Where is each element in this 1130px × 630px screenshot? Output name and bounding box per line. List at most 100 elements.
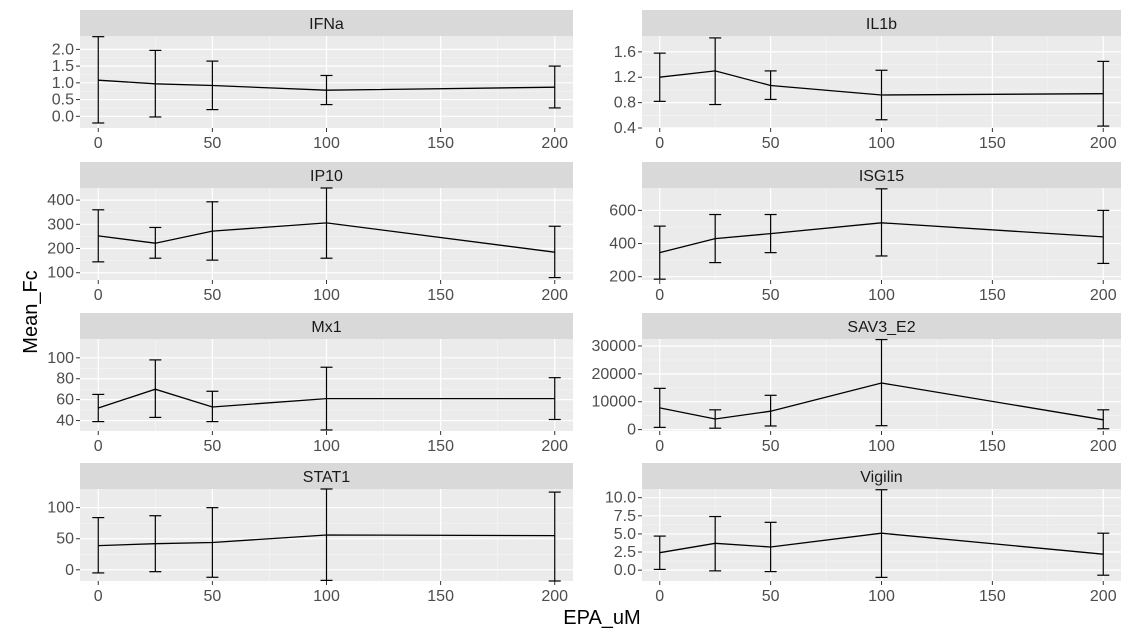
x-tick-label: 50 xyxy=(762,287,780,304)
y-tick-label: 200 xyxy=(609,269,636,286)
facet-strip xyxy=(642,162,1121,188)
y-tick-label: 1.0 xyxy=(52,75,74,92)
y-tick-label: 0 xyxy=(65,562,74,579)
x-tick-label: 50 xyxy=(762,588,780,605)
panel-vigilin: Vigilin 0 50 100 150 200 0.02.55.07.510.0 xyxy=(605,463,1121,605)
panel-stat1: STAT1 0 50 100 150 200 0 50 100 xyxy=(47,463,573,605)
x-tick-label: 200 xyxy=(541,588,568,605)
y-tick-label: 10000 xyxy=(592,394,637,411)
mean-line xyxy=(98,222,555,253)
x-tick-label: 150 xyxy=(979,287,1006,304)
x-tick-label: 150 xyxy=(979,135,1006,152)
error-bar xyxy=(548,491,561,582)
error-bar xyxy=(92,36,105,124)
facet-strip xyxy=(80,162,573,188)
x-tick-label: 50 xyxy=(203,287,221,304)
x-tick-label: 100 xyxy=(868,438,895,455)
x-tick-label: 200 xyxy=(1090,588,1117,605)
x-tick-label: 150 xyxy=(427,287,454,304)
y-tick-label: 400 xyxy=(609,236,636,253)
mean-line xyxy=(98,388,555,409)
x-tick-label: 150 xyxy=(427,588,454,605)
x-tick-label: 50 xyxy=(203,588,221,605)
facet-label: IFNa xyxy=(309,16,344,33)
facet-strip xyxy=(642,10,1121,36)
mean-line xyxy=(98,534,555,547)
y-tick-label: 200 xyxy=(47,241,74,258)
x-tick-label: 100 xyxy=(313,438,340,455)
panel-il1b: IL1b 0 50 100 150 200 0.4 0.8 1.2 1.6 xyxy=(614,10,1121,152)
y-tick-label: 1.2 xyxy=(614,69,636,86)
error-bar xyxy=(548,377,561,421)
x-tick-label: 100 xyxy=(868,588,895,605)
y-tick-label: 1.5 xyxy=(52,58,74,75)
y-tick-label: 100 xyxy=(47,500,74,517)
y-tick-label: 300 xyxy=(47,216,74,233)
x-tick-label: 0 xyxy=(655,135,664,152)
y-tick-label: 0.0 xyxy=(52,108,74,125)
panel-ifna: IFNa 0 50 100 150 200 0.00.51.01.52.0 xyxy=(52,10,573,152)
mean-line xyxy=(659,222,1104,254)
x-tick-label: 200 xyxy=(1090,135,1117,152)
panel-mx1: Mx1 0 50 100 150 200 40 60 80 100 xyxy=(47,313,573,455)
y-axis-title: Mean_Fc xyxy=(20,270,42,353)
x-tick-label: 0 xyxy=(94,438,103,455)
panel-ip10: IP10 0 50 100 150 200 100 200 300 400 xyxy=(47,162,573,304)
x-tick-label: 50 xyxy=(762,438,780,455)
facet-label: IP10 xyxy=(310,168,343,185)
mean-line xyxy=(659,532,1104,555)
y-tick-label: 100 xyxy=(47,350,74,367)
mean-line xyxy=(98,79,555,91)
y-tick-label: 600 xyxy=(609,202,636,219)
facet-strip xyxy=(80,463,573,489)
facet-label: IL1b xyxy=(866,16,897,33)
x-tick-label: 150 xyxy=(979,438,1006,455)
x-tick-label: 50 xyxy=(203,135,221,152)
x-tick-label: 100 xyxy=(313,588,340,605)
y-tick-label: 50 xyxy=(56,531,74,548)
error-bar xyxy=(92,516,105,574)
y-tick-label: 1.6 xyxy=(614,44,636,61)
panel-isg15: ISG15 0 50 100 150 200 200 400 600 xyxy=(609,162,1121,304)
facet-strip xyxy=(80,10,573,36)
y-tick-label: 5.0 xyxy=(614,526,636,543)
x-tick-label: 50 xyxy=(762,135,780,152)
x-tick-label: 0 xyxy=(655,287,664,304)
y-tick-label: 2.5 xyxy=(614,544,636,561)
panel-sav3_e2: SAV3_E2 0 50 100 150 200 0 10000 20000 30000 xyxy=(592,313,1121,455)
facet-label: ISG15 xyxy=(859,168,904,185)
x-tick-label: 150 xyxy=(427,438,454,455)
y-tick-label: 0 xyxy=(627,422,636,439)
x-tick-label: 100 xyxy=(868,135,895,152)
x-tick-label: 200 xyxy=(1090,287,1117,304)
facet-label: Vigilin xyxy=(860,469,902,486)
y-tick-label: 100 xyxy=(47,265,74,282)
y-tick-label: 60 xyxy=(56,392,74,409)
facet-label: Mx1 xyxy=(311,319,341,336)
x-tick-label: 0 xyxy=(94,588,103,605)
facet-label: STAT1 xyxy=(303,469,351,486)
x-tick-label: 0 xyxy=(655,588,664,605)
facet-strip xyxy=(642,463,1121,489)
x-tick-label: 0 xyxy=(94,287,103,304)
x-tick-label: 100 xyxy=(313,135,340,152)
error-bar xyxy=(548,225,561,279)
facet-strip xyxy=(642,313,1121,339)
y-tick-label: 20000 xyxy=(592,366,637,383)
error-bar xyxy=(548,65,561,109)
y-tick-label: 80 xyxy=(56,371,74,388)
error-bar xyxy=(92,393,105,423)
y-tick-label: 0.8 xyxy=(614,95,636,112)
mean-line xyxy=(659,70,1104,96)
facet-strip xyxy=(80,313,573,339)
x-tick-label: 0 xyxy=(655,438,664,455)
y-tick-label: 10.0 xyxy=(605,490,636,507)
y-tick-label: 40 xyxy=(56,413,74,430)
x-axis-title: EPA_uM xyxy=(563,607,640,629)
x-tick-label: 150 xyxy=(427,135,454,152)
y-tick-label: 400 xyxy=(47,192,74,209)
y-tick-label: 30000 xyxy=(592,338,637,355)
x-tick-label: 200 xyxy=(1090,438,1117,455)
